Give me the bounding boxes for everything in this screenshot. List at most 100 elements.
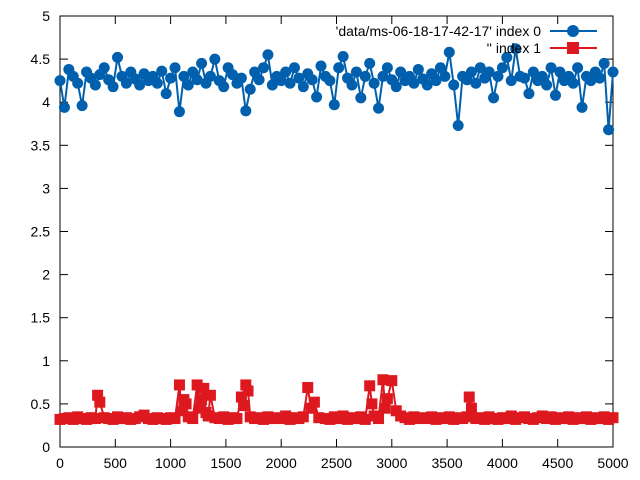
- y-tick-label: 3.5: [31, 137, 51, 153]
- data-point: [204, 70, 216, 82]
- data-point: [134, 79, 146, 91]
- y-tick-label: 3: [42, 180, 50, 196]
- data-point: [463, 391, 475, 403]
- data-point: [302, 382, 314, 394]
- data-point: [496, 62, 508, 74]
- data-point: [465, 402, 477, 414]
- y-tick-label: 4.5: [31, 51, 51, 67]
- data-point: [231, 413, 243, 425]
- data-point: [607, 66, 619, 78]
- data-point: [120, 77, 132, 89]
- data-point: [176, 405, 188, 417]
- data-point: [165, 72, 177, 84]
- data-point: [377, 70, 389, 82]
- x-tick-label: 4000: [487, 455, 518, 471]
- data-point: [173, 379, 185, 391]
- data-point: [386, 375, 398, 387]
- x-tick-label: 2000: [266, 455, 297, 471]
- data-point: [607, 412, 619, 424]
- data-point: [240, 105, 252, 117]
- data-point: [280, 66, 292, 78]
- y-tick-label: 1: [42, 353, 50, 369]
- data-point: [359, 413, 371, 425]
- data-point: [305, 402, 317, 414]
- data-point: [567, 77, 579, 89]
- data-point: [218, 81, 230, 93]
- data-point: [196, 394, 208, 406]
- data-point: [421, 79, 433, 91]
- legend: 'data/ms-06-18-17-42-17' index 0'' index…: [336, 23, 597, 56]
- data-point: [541, 79, 553, 91]
- y-tick-label: 0.5: [31, 396, 51, 412]
- y-tick-label: 2.5: [31, 224, 51, 240]
- data-point: [89, 413, 101, 425]
- data-point: [209, 53, 221, 65]
- data-point: [262, 49, 274, 61]
- series-0: [54, 43, 619, 136]
- data-point: [350, 66, 362, 78]
- data-point: [169, 413, 181, 425]
- data-point: [58, 101, 70, 113]
- data-point: [373, 413, 385, 425]
- data-point: [381, 393, 393, 405]
- legend-label: '' index 1: [487, 40, 542, 56]
- x-tick-label: 1500: [210, 455, 241, 471]
- data-point: [191, 74, 203, 86]
- data-point: [501, 51, 513, 63]
- data-point: [238, 400, 250, 412]
- y-tick-label: 5: [42, 8, 50, 24]
- data-point: [355, 92, 367, 104]
- data-point: [412, 63, 424, 75]
- data-point: [364, 57, 376, 69]
- data-point: [510, 43, 522, 55]
- data-point: [328, 99, 340, 111]
- x-tick-label: 0: [56, 455, 64, 471]
- data-point: [160, 88, 172, 100]
- data-point: [364, 380, 376, 392]
- y-tick-label: 4: [42, 94, 50, 110]
- data-point: [366, 398, 378, 410]
- data-point: [379, 402, 391, 414]
- x-tick-label: 3000: [376, 455, 407, 471]
- data-point: [94, 396, 106, 408]
- data-point: [92, 389, 104, 401]
- data-point: [576, 101, 588, 113]
- data-point: [488, 92, 500, 104]
- data-point: [527, 66, 539, 78]
- data-point: [598, 57, 610, 69]
- data-point: [572, 62, 584, 74]
- data-point: [390, 81, 402, 93]
- y-tick-label: 1.5: [31, 310, 51, 326]
- data-point: [54, 75, 66, 87]
- data-point: [443, 46, 455, 58]
- data-point: [151, 77, 163, 89]
- y-tick-label: 2: [42, 267, 50, 283]
- data-point: [89, 79, 101, 91]
- data-point: [465, 66, 477, 78]
- data-point: [244, 83, 256, 95]
- data-point: [198, 382, 210, 394]
- data-point: [470, 77, 482, 89]
- data-point: [178, 70, 190, 82]
- data-point: [297, 81, 309, 93]
- data-point: [368, 77, 380, 89]
- data-point: [594, 72, 606, 84]
- legend-marker: [567, 42, 579, 54]
- data-point: [306, 74, 318, 86]
- legend-marker: [567, 25, 579, 37]
- data-point: [359, 70, 371, 82]
- data-point: [554, 66, 566, 78]
- data-point: [311, 91, 323, 103]
- data-point: [346, 79, 358, 91]
- data-point: [284, 77, 296, 89]
- data-point: [324, 75, 336, 87]
- x-tick-label: 3500: [432, 455, 463, 471]
- data-point: [107, 81, 119, 93]
- data-point: [275, 75, 287, 87]
- data-point: [204, 389, 216, 401]
- data-point: [448, 79, 460, 91]
- data-point: [523, 88, 535, 100]
- data-point: [297, 411, 309, 423]
